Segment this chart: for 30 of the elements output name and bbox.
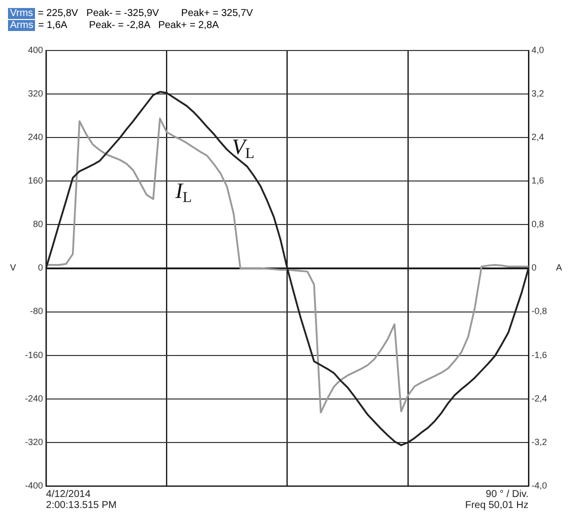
y-tick-label: 240 — [28, 132, 44, 142]
y-tick-label: 160 — [28, 176, 44, 186]
y2-tick-label: 2,4 — [531, 132, 544, 142]
y2-tick-label: 3,2 — [531, 88, 544, 98]
y2-tick-label: -2,4 — [531, 393, 548, 404]
y-tick-label: -160 — [25, 350, 44, 360]
y2-tick-label: -4,0 — [531, 480, 548, 490]
y2-tick-label: -3,2 — [531, 436, 548, 447]
y-tick-label: -80 — [30, 306, 44, 316]
y2-tick-label: 4,0 — [531, 44, 544, 55]
y-tick-label: -320 — [25, 436, 44, 447]
text: 2:00:13.515 PM — [46, 500, 117, 511]
y2-tick-label: 1,6 — [531, 176, 544, 186]
y-tick-label: -400 — [25, 480, 44, 490]
y-axis-title: V — [10, 262, 16, 273]
text: Freq 50,01 Hz — [465, 500, 528, 511]
y-tick-label: -240 — [25, 393, 44, 404]
y2-tick-label: 0,8 — [531, 219, 544, 230]
y-tick-label: 80 — [33, 219, 44, 230]
y2-tick-label: -1,6 — [531, 350, 548, 360]
y-tick-label: 400 — [28, 44, 44, 55]
y-tick-label: 320 — [28, 88, 44, 98]
y2-axis-title: A — [556, 262, 562, 273]
y-tick-label: 0 — [38, 262, 44, 273]
y2-tick-label: -0,8 — [531, 306, 548, 316]
text: Vrms = 225,8V Peak- = -325,9V Peak+ = 325,7V — [9, 8, 253, 19]
text: Arms = 1,6A Peak- = -2,8A Peak+ = 2,8A — [9, 20, 219, 31]
text: 4/12/2014 — [46, 488, 91, 500]
text: 90 ° / Div. — [486, 488, 528, 500]
y2-tick-label: 0 — [531, 262, 537, 273]
